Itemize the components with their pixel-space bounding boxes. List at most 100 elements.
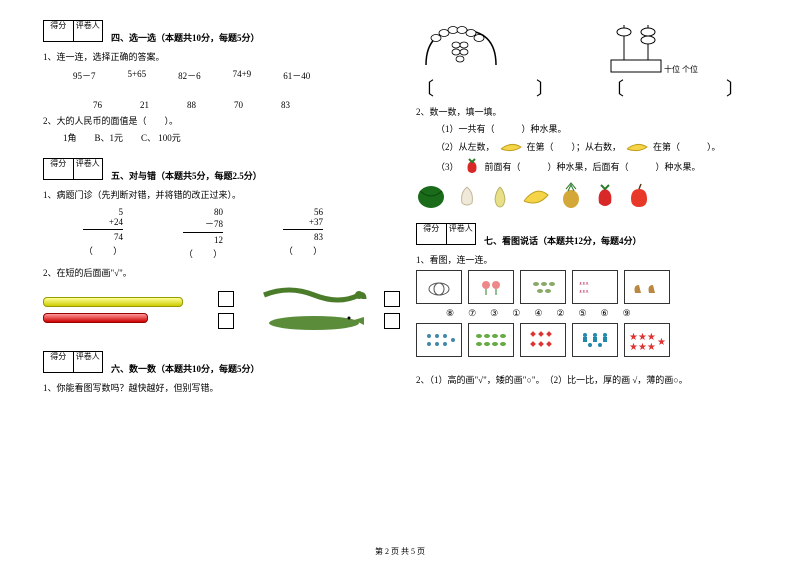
score-box: 得分 评卷人 [43, 20, 103, 42]
grader-label: 评卷人 [447, 224, 476, 244]
circ-num: ④ [534, 308, 542, 319]
svg-text:★★★: ★★★ [629, 342, 656, 352]
strawberry-icon [592, 181, 618, 209]
circ-num: ② [556, 308, 564, 319]
circ-num: ⑧ [446, 308, 454, 319]
vmath-a: 80 [183, 207, 223, 217]
vmath-r: 83 [283, 232, 323, 242]
svg-text:ᴥᴥᴥ: ᴥᴥᴥ [579, 289, 589, 295]
vmath-1: 5 +24 74 （ ） [83, 207, 123, 260]
s7-q1: 1、看图，连一连。 [416, 253, 800, 266]
grader-label: 评卷人 [74, 159, 103, 179]
card-butterflies: ᴥᴥᴥ ᴥᴥᴥ [572, 270, 618, 304]
section-5-header: 得分 评卷人 五、对与错（本题共5分，每题2.5分） [43, 158, 400, 182]
s4-q2: 2、大的人民币的面值是（ ）。 [43, 114, 400, 127]
watermelon-icon [416, 181, 446, 209]
bar-long [43, 297, 183, 307]
section-5-title: 五、对与错（本题共5分，每题2.5分） [111, 169, 262, 182]
abacus-image: 十位 个位 〔 〕 [606, 20, 756, 101]
s4-opts: 1角 B、1元 C、 100元 [63, 131, 400, 144]
num: 88 [187, 100, 196, 110]
score-label: 得分 [417, 224, 447, 244]
count-s2: （2）从左数， 在第（ ）；从右数， 在第（ ）。 [436, 139, 800, 153]
score-box: 得分 评卷人 [43, 158, 103, 180]
circ-num: ① [512, 308, 520, 319]
card-stars: ★★★★★★★ [624, 323, 670, 357]
vmath-2: 80 －78 12 （ ） [183, 207, 223, 260]
checkbox [384, 313, 400, 329]
card-row-bottom: ★★★★★★★ [416, 323, 800, 357]
vmath-b: +37 [283, 217, 323, 227]
card-beans [520, 270, 566, 304]
text: 前面有（ ）种水果，后面有（ ）种水果。 [485, 160, 701, 173]
expr: 82－6 [178, 69, 201, 82]
score-box: 得分 评卷人 [43, 351, 103, 373]
circ-num: ⑤ [578, 308, 586, 319]
card-people [572, 323, 618, 357]
paren: （ ） [83, 244, 123, 257]
strawberry-icon [463, 157, 481, 175]
circ-num: ⑨ [623, 308, 631, 319]
vmath-r: 12 [183, 235, 223, 245]
pear-icon [488, 181, 512, 209]
paren: （ ） [283, 244, 323, 257]
math-line [283, 229, 323, 230]
section-4-title: 四、选一选（本题共10分，每题5分） [111, 31, 260, 44]
card-diamonds [520, 323, 566, 357]
worksheet-page: 得分 评卷人 四、选一选（本题共10分，每题5分） 1、连一连，选择正确的答案。… [0, 0, 800, 530]
section-7-title: 七、看图说话（本题共12分，每题4分） [484, 234, 642, 247]
answer-bracket: 〔 〕 [416, 75, 566, 101]
score-label: 得分 [44, 352, 74, 372]
vertical-math-row: 5 +24 74 （ ） 80 －78 12 （ ） 56 +37 83 （ ） [83, 207, 400, 260]
card-leaves [468, 323, 514, 357]
math-line [83, 229, 123, 230]
card-flowers [468, 270, 514, 304]
s5-q1: 1、病题门诊（先判断对错，并将错的改正过来）。 [43, 188, 400, 201]
text: （2）从左数， [436, 140, 495, 153]
tally-image: 〔 〕 [796, 20, 800, 101]
card-row-top: ᴥᴥᴥ ᴥᴥᴥ [416, 270, 800, 304]
section-7-header: 得分 评卷人 七、看图说话（本题共12分，每题4分） [416, 223, 800, 247]
vmath-a: 5 [83, 207, 123, 217]
page-footer: 第 2 页 共 5 页 [0, 546, 800, 557]
fruit-row [416, 181, 800, 209]
text: 在第（ ）。 [653, 140, 721, 153]
count-q2: 2、数一数，填一填。 [416, 105, 800, 118]
circ-num: ⑥ [601, 308, 609, 319]
s7-q2: 2、（1）高的画"√"，矮的画"○"。 （2）比一比，厚的画 √，薄的画○。 [416, 373, 800, 386]
checkbox [218, 291, 234, 307]
score-box: 得分 评卷人 [416, 223, 476, 245]
expr: 61－40 [283, 69, 310, 82]
apple-icon [626, 181, 652, 209]
vmath-b: +24 [83, 217, 123, 227]
paren: （ ） [183, 247, 223, 260]
score-label: 得分 [44, 159, 74, 179]
vmath-3: 56 +37 83 （ ） [283, 207, 323, 260]
snake-croc-image [259, 285, 369, 335]
svg-text:ᴥᴥᴥ: ᴥᴥᴥ [579, 281, 589, 287]
expr: 74+9 [233, 69, 252, 82]
num: 70 [234, 100, 243, 110]
s4-q1: 1、连一连，选择正确的答案。 [43, 50, 400, 63]
grader-label: 评卷人 [74, 21, 103, 41]
section-6-title: 六、数一数（本题共10分，每题5分） [111, 362, 260, 375]
answer-bracket: 〔 〕 [796, 75, 800, 101]
math-line [183, 232, 223, 233]
expr: 5+65 [128, 69, 147, 82]
compare-bars [43, 285, 400, 335]
vmath-b: －78 [183, 217, 223, 230]
banana-icon [499, 139, 523, 153]
vmath-a: 56 [283, 207, 323, 217]
expr: 95－7 [73, 69, 96, 82]
section-4-header: 得分 评卷人 四、选一选（本题共10分，每题5分） [43, 20, 400, 44]
banana-icon [520, 181, 550, 209]
num: 76 [93, 100, 102, 110]
vmath-r: 74 [83, 232, 123, 242]
pineapple-icon [558, 181, 584, 209]
card-dots [416, 323, 462, 357]
section-6-header: 得分 评卷人 六、数一数（本题共10分，每题5分） [43, 351, 400, 375]
garlic-icon [454, 181, 480, 209]
circ-num: ③ [490, 308, 498, 319]
text: 在第（ ）；从右数， [527, 140, 622, 153]
s4-row2: 76 21 88 70 83 [93, 100, 400, 110]
